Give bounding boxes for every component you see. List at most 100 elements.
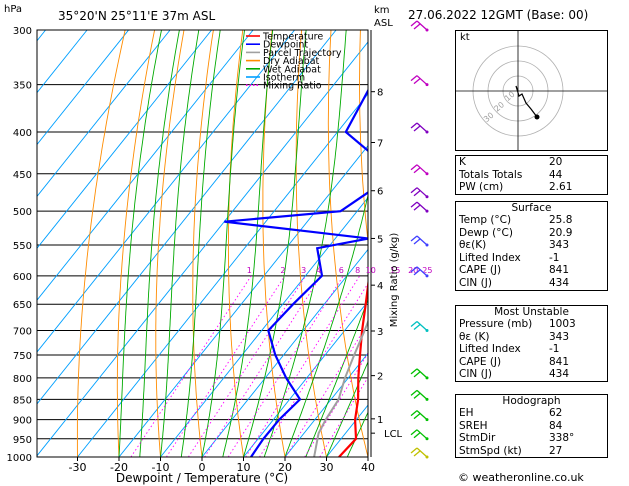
wind-barb (416, 447, 428, 458)
pressure-tick-label: 650 (13, 300, 32, 311)
index-value: -1 (549, 251, 560, 264)
index-key: Lifted Index (459, 251, 521, 264)
wind-barb-dot (425, 329, 429, 333)
wind-barb (416, 368, 428, 379)
wind-barb (416, 187, 428, 198)
index-value: 25.8 (549, 214, 573, 226)
wet-adiabat (180, 30, 221, 457)
km-tick-label: 3 (377, 327, 383, 338)
datetime-label: 27.06.2022 12GMT (Base: 00) (408, 8, 589, 22)
index-value: 343 (549, 239, 570, 252)
index-row: θε (K) 343 (456, 331, 607, 344)
isotherm (37, 41, 368, 457)
index-row: CIN (J) 434 (456, 368, 607, 381)
wind-barb-dot (425, 437, 429, 441)
mixing-ratio-line (227, 275, 344, 457)
hodograph-trace (515, 85, 538, 118)
pressure-tick-label: 550 (13, 241, 32, 252)
index-row: SREH 84 (456, 420, 607, 433)
pressure-unit-label: hPa (4, 4, 22, 15)
pressure-tick-label: 350 (13, 81, 32, 92)
mixing-ratio-label: 6 (339, 266, 344, 275)
index-value: 343 (549, 330, 570, 343)
wind-barb (416, 235, 428, 246)
legend-label: Dry Adiabat (263, 56, 320, 67)
index-row: StmDir 338° (456, 432, 607, 445)
wind-barb-flag (410, 122, 418, 129)
pressure-tick-label: 400 (13, 128, 32, 139)
hodograph-table: Hodograph EH 62 SREH 84 StmDir 338° StmSpd … (455, 394, 608, 459)
wind-barb (416, 410, 428, 421)
wind-barb (416, 201, 428, 212)
wind-barb-flag (410, 201, 418, 208)
index-value: -1 (549, 343, 560, 356)
index-key: PW (cm) (459, 181, 504, 194)
x-axis-label: Dewpoint / Temperature (°C) (116, 471, 288, 485)
pressure-tick-label: 1000 (7, 453, 32, 464)
mixing-ratio-label: 4 (316, 266, 321, 275)
wind-barb (416, 429, 428, 440)
wind-barb-flag (413, 167, 421, 174)
dry-adiabat (327, 30, 368, 457)
km-unit-label: km (374, 5, 390, 16)
wind-barb-flag (410, 321, 418, 328)
mixing-ratio-line (187, 275, 307, 457)
pressure-tick-label: 300 (13, 26, 32, 37)
index-key: CAPE (J) (459, 264, 502, 277)
index-key: StmDir (459, 432, 496, 445)
km-tick-label: 7 (377, 139, 383, 150)
pressure-tick-label: 900 (13, 416, 32, 427)
km-tick-label: 8 (377, 88, 383, 99)
index-row: EH 62 (456, 407, 607, 420)
index-key: Totals Totals (459, 168, 523, 181)
wind-barb-flag (413, 324, 421, 331)
wind-barb (416, 75, 428, 86)
mixing-ratio-line (130, 275, 252, 457)
mixing-ratio-label: 2 (280, 266, 285, 275)
index-key: Pressure (mb) (459, 318, 533, 330)
index-value: 434 (549, 368, 570, 381)
wind-barb-flag (413, 392, 421, 399)
index-row: PW (cm) 2.61 (456, 181, 607, 194)
pressure-tick-label: 500 (13, 207, 32, 218)
wind-barb-dot (425, 455, 429, 459)
dry-adiabat (76, 30, 126, 457)
index-row: θε(K) 343 (456, 239, 607, 252)
index-value: 20.9 (549, 226, 573, 239)
hodograph-endpoint (534, 114, 540, 120)
index-row: CAPE (J) 841 (456, 264, 607, 277)
plot-frame (36, 29, 369, 458)
x-tick-label: 10 (237, 461, 251, 474)
wind-barb-flag (410, 447, 418, 454)
index-key: CAPE (J) (459, 355, 502, 368)
index-value: 27 (549, 444, 563, 457)
wind-barb (416, 321, 428, 331)
isotherm (243, 300, 368, 457)
surface-table: Surface Temp (°C) 25.8 Dewp (°C) 20.9 θε(K… (455, 201, 608, 291)
pressure-tick-label: 450 (13, 170, 32, 181)
wind-barb-flag (413, 450, 421, 457)
wet-adiabat (118, 30, 162, 457)
wet-adiabat (139, 30, 180, 457)
dry-adiabat (262, 30, 286, 457)
dry-adiabat (359, 30, 368, 246)
legend-label: Temperature (262, 32, 323, 43)
mixing-ratio-line (166, 275, 286, 457)
isotherm (37, 30, 254, 301)
wind-barb-dot (425, 195, 429, 199)
wind-barb-flag (413, 238, 421, 245)
index-key: Temp (°C) (459, 214, 512, 226)
location-label: 35°20'N 25°11'E 37m ASL (58, 9, 215, 23)
wind-barb (416, 20, 428, 31)
dry-adiabat (155, 30, 185, 457)
x-tick-label: 0 (199, 461, 206, 474)
index-row: Lifted Index -1 (456, 252, 607, 265)
wet-adiabat (201, 30, 245, 457)
wind-barb-dot (425, 418, 429, 422)
wind-barb-flag (413, 269, 421, 276)
wind-barb-flag (413, 23, 421, 30)
hodograph-ring-label: 30 (482, 111, 496, 124)
index-value: 2.61 (549, 181, 573, 194)
index-value: 841 (549, 355, 570, 368)
